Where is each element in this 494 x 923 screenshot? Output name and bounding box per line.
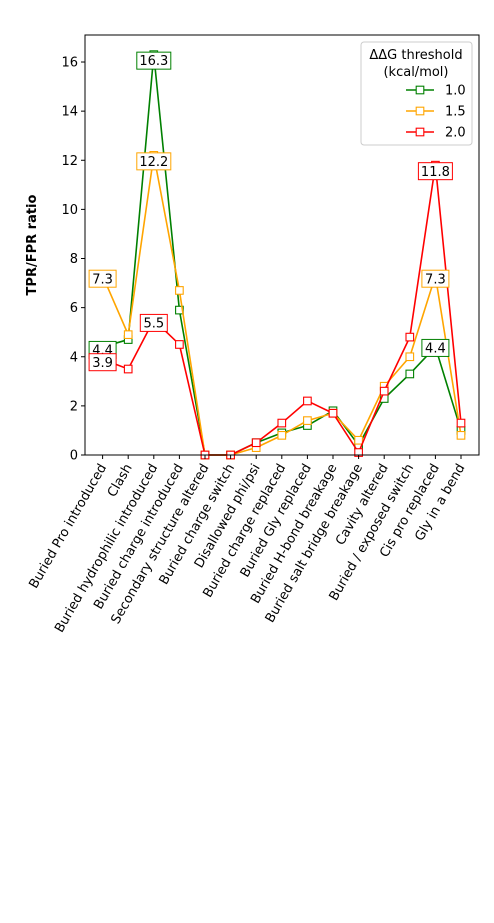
data-point [277, 431, 287, 440]
legend-entry: 1.0 [406, 84, 466, 99]
legend-label: 1.5 [445, 105, 466, 120]
y-tick-label: 10 [61, 203, 78, 218]
data-label: 16.3 [136, 51, 172, 70]
data-point [303, 416, 312, 425]
legend: ΔΔG threshold (kcal/mol) 1.0 1.5 2.0 [360, 41, 473, 146]
data-label-text: 7.3 [425, 272, 446, 287]
y-tick-label: 6 [70, 301, 78, 316]
data-point [175, 340, 184, 349]
data-label-text: 3.9 [92, 356, 113, 371]
data-label-box [88, 269, 117, 288]
legend-marker [415, 106, 425, 116]
data-point [405, 352, 415, 362]
y-axis: 0 2 4 6 8 10 12 14 16 [61, 56, 85, 464]
y-tick-label: 2 [70, 399, 78, 414]
data-label-text: 16.3 [139, 54, 168, 69]
legend-marker [415, 85, 425, 95]
legend-marker [415, 127, 425, 137]
data-label-box [139, 313, 168, 332]
data-label: 5.5 [139, 313, 168, 332]
data-point [277, 418, 287, 428]
data-label-box [421, 269, 450, 288]
data-point [456, 431, 466, 440]
legend-label: 1.0 [445, 84, 466, 99]
data-label-text: 4.4 [425, 342, 446, 357]
y-tick-label: 12 [61, 154, 78, 169]
legend-title-line2: (kcal/mol) [383, 65, 448, 80]
data-point [175, 286, 184, 295]
data-point [379, 386, 389, 396]
y-axis-label: TPR/FPR ratio [25, 194, 40, 295]
data-label-box [136, 152, 172, 171]
data-point [405, 332, 415, 342]
data-point [354, 435, 363, 445]
data-label-box [136, 51, 172, 70]
legend-title-line1: ΔΔG threshold [369, 48, 462, 63]
y-tick-label: 8 [70, 252, 78, 267]
legend-label: 2.0 [445, 126, 466, 141]
data-label-text: 5.5 [143, 317, 164, 332]
data-label: 7.3 [421, 269, 450, 288]
legend-entry: 1.5 [406, 105, 466, 120]
data-label: 7.3 [88, 269, 117, 288]
y-tick-label: 14 [61, 105, 78, 120]
data-point [303, 396, 312, 406]
data-point [456, 418, 466, 428]
annotation-layer: 4.47.33.916.312.25.54.47.311.8 [88, 51, 453, 372]
y-tick-label: 4 [70, 350, 78, 365]
data-label-text: 12.2 [139, 155, 168, 170]
data-label-box [88, 353, 117, 372]
data-label: 3.9 [88, 353, 117, 372]
y-tick-label: 0 [70, 449, 78, 464]
data-label-text: 7.3 [92, 272, 113, 287]
data-label: 11.8 [417, 162, 453, 181]
data-point [123, 364, 133, 374]
data-point [405, 369, 415, 379]
data-label-box [417, 162, 453, 181]
data-label-text: 11.8 [421, 165, 450, 180]
data-label-box [421, 338, 450, 357]
data-label: 12.2 [136, 152, 172, 171]
data-label: 4.4 [421, 338, 450, 357]
data-point [251, 438, 261, 448]
y-tick-label: 16 [61, 56, 78, 71]
legend-entry: 2.0 [406, 126, 466, 141]
data-point [328, 408, 338, 418]
legend-entries: 1.0 1.5 2.0 [406, 84, 466, 141]
data-point [123, 330, 133, 339]
